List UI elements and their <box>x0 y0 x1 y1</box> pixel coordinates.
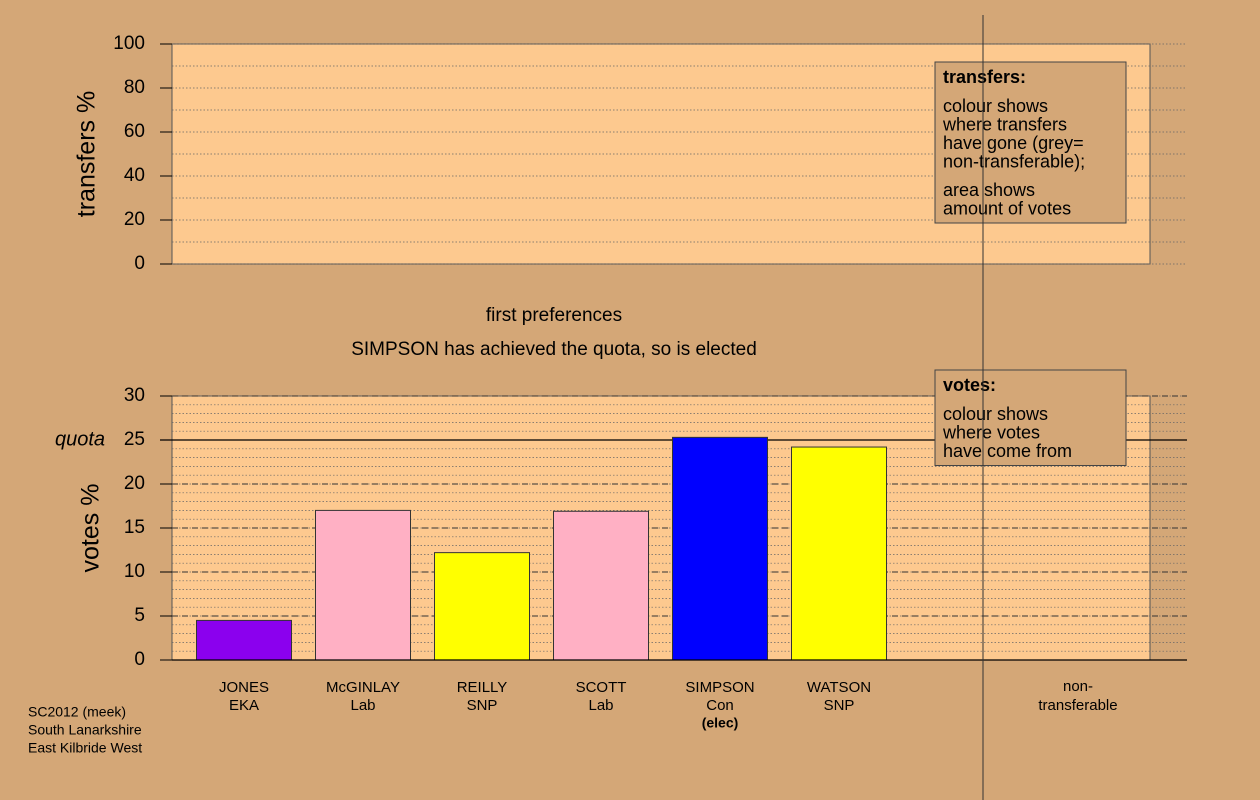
legend-box <box>934 61 1127 224</box>
y-tick-label: 0 <box>134 253 145 274</box>
quota-label: quota <box>55 428 105 450</box>
legend-title: transfers: <box>943 67 1026 87</box>
footer-text: East Kilbride West <box>28 740 142 756</box>
x-tick-party: SNP <box>824 697 855 714</box>
x-tick-label: JONES <box>219 679 269 696</box>
legend-text: area shows <box>943 180 1035 200</box>
legend-text: non-transferable); <box>943 151 1085 171</box>
bar <box>434 552 530 661</box>
bar <box>553 510 649 661</box>
y-tick-label: 0 <box>134 649 145 670</box>
y-tick-label: 10 <box>124 561 145 582</box>
nontransferable-label: non- <box>1063 678 1093 695</box>
legend-text: where transfers <box>942 114 1067 134</box>
chart-title: first preferences <box>486 305 622 326</box>
y-tick-label: 40 <box>124 165 145 186</box>
legend-box <box>934 369 1127 466</box>
y-tick-label: 60 <box>124 121 145 142</box>
x-tick-party: Lab <box>588 697 613 714</box>
x-tick-label: McGINLAY <box>326 679 400 696</box>
legend-text: colour shows <box>943 96 1048 116</box>
legend-text: have gone (grey= <box>943 133 1084 153</box>
x-tick-party: SNP <box>467 697 498 714</box>
bar <box>196 619 292 661</box>
legend-text: where votes <box>942 422 1040 442</box>
annotation: (elec) <box>702 715 739 731</box>
x-tick-label: REILLY <box>457 679 508 696</box>
y-axis-label: transfers % <box>73 91 101 217</box>
x-tick-party: Lab <box>350 697 375 714</box>
y-tick-label: 30 <box>124 385 145 406</box>
y-tick-label: 100 <box>113 33 145 54</box>
x-tick-label: WATSON <box>807 679 871 696</box>
x-tick-label: SCOTT <box>576 679 627 696</box>
legend-text: amount of votes <box>943 198 1071 218</box>
bar <box>315 509 411 661</box>
bar <box>672 436 768 661</box>
y-tick-label: 25 <box>124 429 145 450</box>
y-axis-label: votes % <box>77 484 105 573</box>
footer-text: SC2012 (meek) <box>28 704 126 720</box>
x-tick-label: SIMPSON <box>685 679 754 696</box>
legend-text: have come from <box>943 441 1072 461</box>
footer-text: South Lanarkshire <box>28 722 142 738</box>
chart-subtitle: SIMPSON has achieved the quota, so is el… <box>351 339 757 360</box>
legend-title: votes: <box>943 375 996 395</box>
nontransferable-label: transferable <box>1038 697 1117 714</box>
y-tick-label: 80 <box>124 77 145 98</box>
legend-text: colour shows <box>943 404 1048 424</box>
y-tick-label: 20 <box>124 473 145 494</box>
y-tick-label: 20 <box>124 209 145 230</box>
y-tick-label: 15 <box>124 517 145 538</box>
x-tick-party: Con <box>706 697 734 714</box>
bar <box>791 446 887 661</box>
x-tick-party: EKA <box>229 697 259 714</box>
y-tick-label: 5 <box>134 605 145 626</box>
